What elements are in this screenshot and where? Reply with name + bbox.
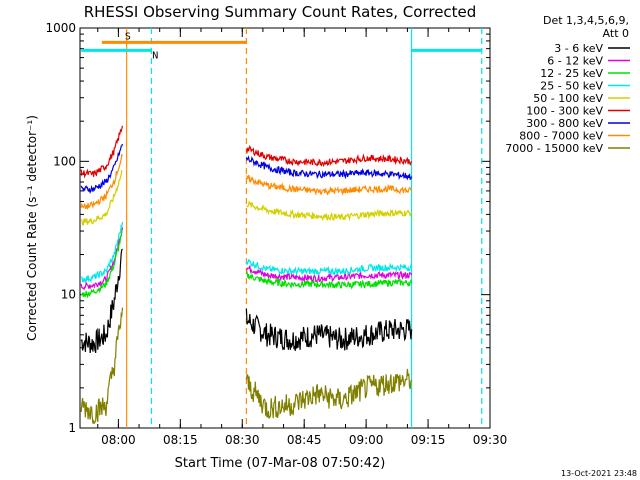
- series-line: [80, 229, 123, 299]
- x-tick-label: 08:30: [225, 433, 260, 447]
- y-tick-label: 1: [68, 421, 76, 435]
- y-tick-label: 10: [61, 288, 76, 302]
- x-tick-label: 08:00: [101, 433, 136, 447]
- x-tick-label: 08:45: [287, 433, 322, 447]
- legend-header-line-2: Att 0: [603, 27, 629, 40]
- chart-title: RHESSI Observing Summary Count Rates, Co…: [84, 3, 477, 21]
- series-line: [245, 144, 413, 167]
- series-line: [245, 270, 413, 290]
- series-line: [80, 248, 123, 354]
- legend-entry-label: 6 - 12 keV: [547, 55, 603, 68]
- series-line: [245, 265, 413, 284]
- plot-frame: [79, 27, 491, 429]
- x-tick-label: 08:15: [163, 433, 198, 447]
- legend-entry-label: 25 - 50 keV: [540, 80, 603, 93]
- series-line: [245, 259, 413, 277]
- series-line: [245, 174, 413, 196]
- y-axis-label: Corrected Count Rate (s⁻¹ detector⁻¹): [25, 115, 39, 341]
- annotation-label: S: [125, 31, 131, 42]
- legend-entry-label: 300 - 800 keV: [526, 117, 603, 130]
- y-tick-label: 1000: [45, 21, 76, 35]
- series-line: [80, 307, 124, 425]
- series-line: [80, 153, 123, 210]
- series-line: [245, 308, 413, 352]
- footer-timestamp: 13-Oct-2021 23:48: [561, 469, 637, 478]
- legend-entry-label: 800 - 7000 keV: [519, 130, 603, 143]
- x-tick-label: 09:00: [349, 433, 384, 447]
- annotation-label: N: [152, 50, 158, 61]
- legend-entry-label: 12 - 25 keV: [540, 67, 603, 80]
- x-axis-label: Start Time (07-Mar-08 07:50:42): [175, 456, 386, 471]
- series-line: [80, 170, 123, 226]
- series-line: [245, 155, 413, 181]
- series-line: [80, 143, 124, 195]
- series-line: [80, 222, 124, 284]
- series-line: [245, 368, 413, 419]
- x-tick-label: 09:15: [411, 433, 446, 447]
- x-tick-label: 09:30: [473, 433, 508, 447]
- legend-entry-label: 3 - 6 keV: [554, 42, 603, 55]
- y-tick-label: 100: [53, 154, 76, 168]
- legend-header-line-1: Det 1,3,4,5,6,9,: [543, 14, 629, 27]
- legend-entry-label: 50 - 100 keV: [533, 92, 603, 105]
- series-line: [246, 200, 413, 222]
- plot-area: 1 10 100 1000 08:00 08:15 08:30 08:45 09:00 09:15…: [45, 21, 507, 447]
- legend-entry-label: 7000 - 15000 keV: [505, 142, 603, 155]
- series-line: [80, 125, 124, 179]
- legend-entry-label: 100 - 300 keV: [526, 105, 603, 118]
